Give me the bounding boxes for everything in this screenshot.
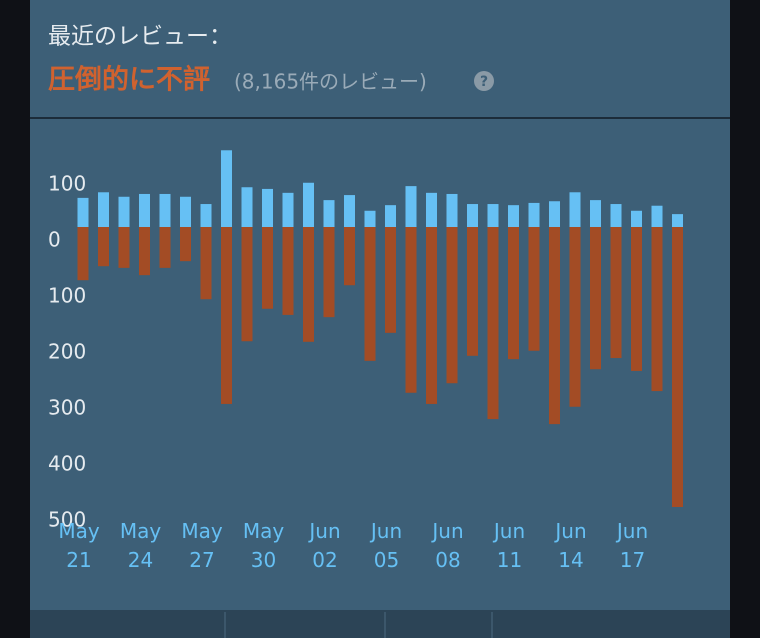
x-tick-label: Jun 08 (430, 519, 463, 572)
bar (569, 192, 581, 227)
bar (77, 197, 89, 227)
bar (221, 150, 232, 227)
x-tick-label: May 21 (58, 519, 100, 572)
y-tick-label: 200 (48, 340, 86, 364)
bar (118, 196, 130, 227)
bar (200, 204, 212, 227)
bar (385, 205, 396, 227)
x-tick-label: May 27 (181, 519, 223, 572)
help-icon-text[interactable]: ? (480, 74, 488, 90)
bar (651, 227, 663, 392)
y-tick-label: 300 (48, 396, 86, 420)
bar (590, 227, 601, 370)
bar (344, 195, 355, 227)
bar (610, 227, 622, 359)
bar (364, 210, 376, 227)
bar (631, 227, 642, 371)
bar (426, 227, 437, 404)
bar (262, 188, 273, 227)
footer-row (30, 610, 730, 638)
y-tick-label: 400 (48, 452, 86, 476)
bar (651, 205, 663, 227)
bar (77, 227, 89, 281)
bar (487, 204, 499, 227)
x-tick-label: Jun 11 (492, 519, 525, 572)
bar (385, 227, 396, 333)
section-title: 最近のレビュー： (48, 24, 232, 50)
bar (139, 227, 150, 276)
y-tick-label: 100 (48, 172, 86, 196)
x-tick-label: Jun 14 (553, 519, 586, 572)
bar (180, 196, 191, 227)
bar (159, 193, 171, 227)
bar (446, 193, 458, 227)
bar (98, 192, 109, 227)
bar (672, 227, 683, 507)
y-tick-label: 500 (48, 508, 86, 532)
bar (303, 227, 314, 342)
bar (344, 227, 355, 286)
x-tick-label: Jun 05 (369, 519, 402, 572)
bar (241, 187, 253, 227)
bar (610, 204, 622, 227)
bar (549, 201, 560, 227)
bar (467, 227, 478, 356)
bar (159, 227, 171, 268)
bar (282, 192, 294, 227)
bar (303, 182, 314, 227)
review-count: (8,165件のレビュー) (234, 70, 427, 94)
bar (446, 227, 458, 384)
bar (139, 193, 150, 227)
bar (405, 186, 417, 227)
bar (323, 227, 335, 318)
x-tick-label: Jun 17 (615, 519, 648, 572)
bar (405, 227, 417, 393)
x-tick-label: Jun 02 (307, 519, 340, 572)
bar (323, 200, 335, 227)
bar (118, 227, 130, 268)
bar (528, 202, 540, 227)
bar (364, 227, 376, 361)
bar (200, 227, 212, 300)
x-tick-label: May 24 (120, 519, 162, 572)
bar (241, 227, 253, 342)
bar (426, 192, 437, 227)
bar (528, 227, 540, 351)
bar (262, 227, 273, 309)
rating: 圧倒的に不評 (48, 64, 210, 96)
help-icon[interactable] (474, 71, 494, 91)
y-tick-label: 100 (48, 284, 86, 308)
bar (569, 227, 581, 407)
bar (549, 227, 560, 425)
bar (282, 227, 294, 315)
bar (508, 227, 519, 360)
bar (180, 227, 191, 262)
bar (221, 227, 232, 404)
bar (467, 204, 478, 227)
bar (590, 200, 601, 227)
bar (631, 210, 642, 227)
bar (98, 227, 109, 267)
x-tick-label: May 30 (243, 519, 285, 572)
bar (508, 205, 519, 227)
bar (487, 227, 499, 420)
bar (672, 214, 683, 227)
y-tick-label: 0 (48, 228, 61, 252)
